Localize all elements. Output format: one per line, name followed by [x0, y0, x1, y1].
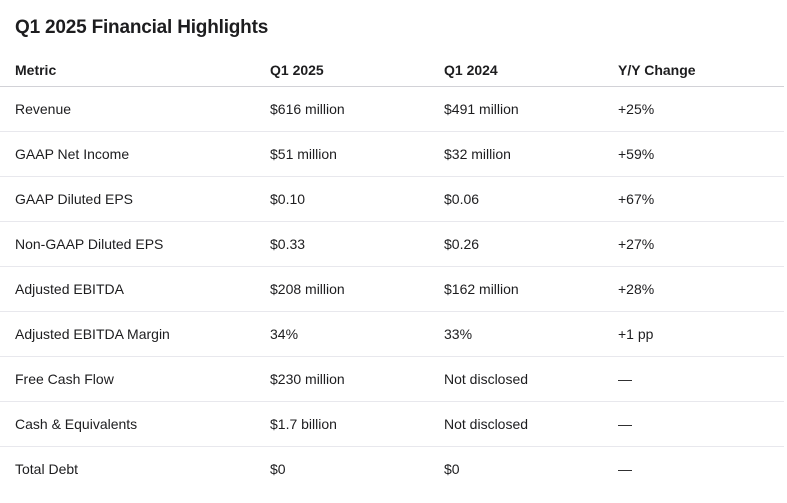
cell-yy-change: +25%	[618, 86, 784, 132]
cell-q1-2025: $51 million	[270, 131, 444, 177]
cell-q1-2024: $0.06	[444, 176, 618, 222]
cell-q1-2025: $616 million	[270, 86, 444, 132]
cell-q1-2025: $1.7 billion	[270, 401, 444, 447]
header-metric: Metric	[0, 54, 270, 87]
cell-yy-change: +67%	[618, 176, 784, 222]
header-q1-2024: Q1 2024	[444, 54, 618, 87]
cell-metric: Non-GAAP Diluted EPS	[0, 221, 270, 267]
cell-metric: Revenue	[0, 86, 270, 132]
cell-metric: Adjusted EBITDA Margin	[0, 311, 270, 357]
cell-metric: Cash & Equivalents	[0, 401, 270, 447]
page-title: Q1 2025 Financial Highlights	[15, 17, 269, 38]
cell-yy-change: —	[618, 461, 632, 477]
cell-q1-2025: $208 million	[270, 266, 444, 312]
cell-yy-change: +1 pp	[618, 311, 784, 357]
table-row: Revenue $616 million $491 million +25%	[0, 86, 784, 132]
table-row: Free Cash Flow $230 million Not disclose…	[0, 356, 784, 402]
cell-yy-change: +59%	[618, 131, 784, 177]
cell-yy-change: +28%	[618, 266, 784, 312]
cell-yy-change: —	[618, 356, 784, 402]
cell-q1-2024: $32 million	[444, 131, 618, 177]
header-yy-change: Y/Y Change	[618, 54, 784, 87]
header-q1-2025: Q1 2025	[270, 54, 444, 87]
cell-q1-2024: $0.26	[444, 221, 618, 267]
table-row: Adjusted EBITDA Margin 34% 33% +1 pp	[0, 311, 784, 357]
cell-q1-2025: $230 million	[270, 356, 444, 402]
table-row: Adjusted EBITDA $208 million $162 millio…	[0, 266, 784, 312]
cell-yy-change: —	[618, 401, 784, 447]
cell-metric: GAAP Diluted EPS	[0, 176, 270, 222]
cell-metric: Free Cash Flow	[0, 356, 270, 402]
cell-q1-2024: 33%	[444, 311, 618, 357]
financial-highlights-table: Metric Q1 2025 Q1 2024 Y/Y Change Revenu…	[0, 54, 784, 491]
cell-q1-2024: $491 million	[444, 86, 618, 132]
table-header-row: Metric Q1 2025 Q1 2024 Y/Y Change	[0, 54, 784, 87]
cell-q1-2024: $162 million	[444, 266, 618, 312]
table-row: Cash & Equivalents $1.7 billion Not disc…	[0, 401, 784, 447]
cell-metric: GAAP Net Income	[0, 131, 270, 177]
table-row: GAAP Diluted EPS $0.10 $0.06 +67%	[0, 176, 784, 222]
table-row: GAAP Net Income $51 million $32 million …	[0, 131, 784, 177]
cell-metric: Total Debt	[15, 461, 79, 477]
cell-q1-2024: Not disclosed	[444, 401, 618, 447]
cell-metric: Adjusted EBITDA	[0, 266, 270, 312]
cell-q1-2024: Not disclosed	[444, 356, 618, 402]
cell-q1-2025: $0.33	[270, 221, 444, 267]
cell-q1-2025: $0.10	[270, 176, 444, 222]
cell-q1-2024: $0	[444, 461, 460, 477]
table-row: Total Debt $0 $0 —	[0, 447, 784, 492]
table-row: Non-GAAP Diluted EPS $0.33 $0.26 +27%	[0, 221, 784, 267]
cell-q1-2025: 34%	[270, 311, 444, 357]
cell-yy-change: +27%	[618, 221, 784, 267]
cell-q1-2025: $0	[270, 461, 286, 477]
